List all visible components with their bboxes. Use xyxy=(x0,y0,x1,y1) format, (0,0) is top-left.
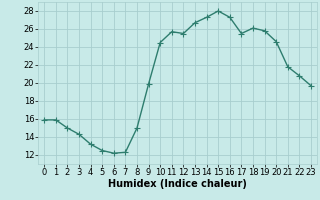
X-axis label: Humidex (Indice chaleur): Humidex (Indice chaleur) xyxy=(108,179,247,189)
